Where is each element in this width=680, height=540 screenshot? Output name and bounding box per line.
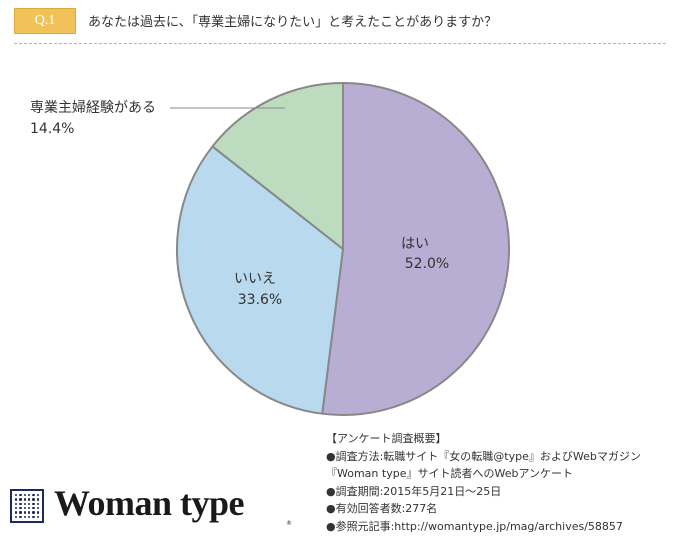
question-number-badge: Q.1 [14,8,76,34]
question-text: あなたは過去に、「専業主婦になりたい」と考えたことがありますか？ [88,15,498,30]
logo-dot [36,502,39,505]
logo-dot [19,506,22,510]
survey-summary: 【アンケート調査概要】 ●調査方法:転職サイト『女の転職@type』およびWeb… [326,430,641,536]
logo-dot [27,502,31,505]
logo-dot [32,506,35,510]
logo-dot [36,498,39,501]
logo-dot [19,515,22,518]
slice-label-no: いいえ [234,271,276,287]
pie-slice-yes [321,82,510,416]
logo-dot [32,511,35,514]
logo-dot [15,515,18,518]
logo-dot [19,502,22,505]
logo-dot [23,506,26,510]
logo-dot [15,511,18,514]
logo-dot [19,494,22,497]
pie-slice-experienced [211,82,344,250]
registered-mark: ® [286,520,292,527]
logo-dot [36,506,39,510]
logo-dot [36,511,39,514]
logo-dot [19,498,22,501]
survey-reference: ●参照元記事:http://womantype.jp/mag/archives/… [326,519,623,533]
slice-label-yes: はい [401,236,429,252]
logo-dot [32,494,35,497]
logo-dot [23,511,26,514]
logo-dot [23,498,26,501]
logo-dot [15,506,18,510]
logo-dot [32,515,35,518]
survey-period: ●調査期間:2015年5月21日～25日 [326,484,502,498]
logo-dot [36,494,39,497]
woman-type-logo-icon [10,489,44,523]
logo-dot [36,515,39,518]
logo-dot [15,494,18,497]
header-divider [14,43,666,44]
logo-dot [27,506,31,510]
logo-dot [27,498,31,501]
pie-slice-no [176,145,344,415]
logo-dot [32,498,35,501]
slice-value-no: 33.6% [238,292,282,308]
logo-dot [19,511,22,514]
survey-method-cont: 『Woman type』サイト読者へのWebアンケート [326,467,573,481]
logo-dot [32,502,35,505]
logo-dot [27,494,31,497]
logo-dot [23,502,26,505]
logo-dot [27,511,31,514]
survey-respondents: ●有効回答者数:277名 [326,502,438,516]
survey-method: ●調査方法:転職サイト『女の転職@type』およびWebマガジン [326,449,641,463]
slice-label-experienced: 専業主婦経験がある [30,99,156,116]
logo-dot [15,498,18,501]
survey-heading: 【アンケート調査概要】 [326,432,447,445]
logo-dot [23,515,26,518]
logo-dot [23,494,26,497]
slice-value-experienced: 14.4% [30,121,74,137]
logo-dot [15,502,18,505]
slice-value-yes: 52.0% [405,256,449,272]
woman-type-logo-text: Woman type [54,483,245,523]
logo-dot [27,515,31,518]
